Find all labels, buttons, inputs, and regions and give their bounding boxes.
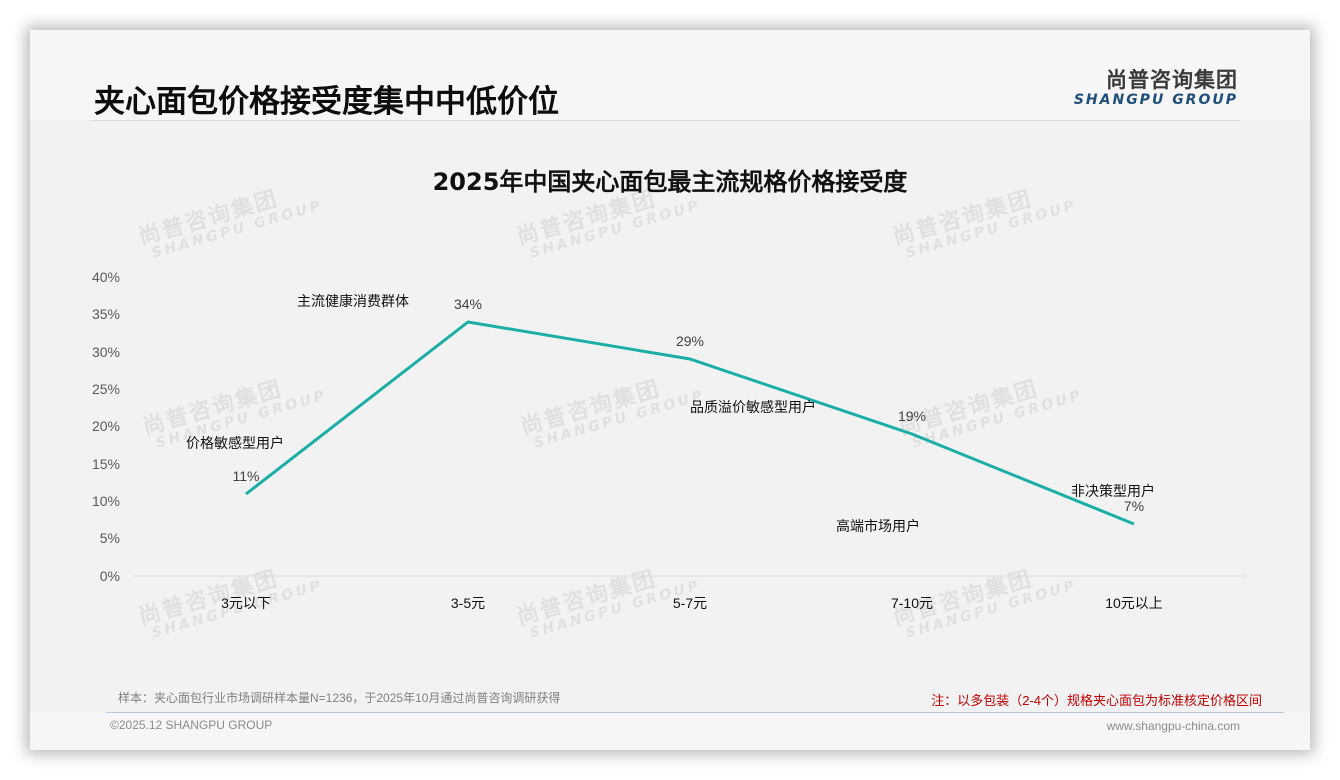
logo: 尚普咨询集团 SHANGPU GROUP [1074, 64, 1238, 108]
x-axis: 3元以下 3-5元 5-7元 7-10元 10元以上 [221, 595, 1163, 611]
x-tick: 3-5元 [451, 595, 485, 611]
data-label: 34% [454, 296, 482, 312]
data-label: 11% [233, 468, 260, 484]
logo-en: SHANGPU GROUP [1073, 92, 1238, 108]
slide: 夹心面包价格接受度集中中低价位 尚普咨询集团 SHANGPU GROUP 尚普咨… [30, 30, 1310, 750]
page-title: 夹心面包价格接受度集中中低价位 [94, 84, 559, 120]
series-line [245, 320, 1135, 526]
annotation-high-end: 高端市场用户 [836, 518, 920, 534]
y-tick: 30% [92, 344, 120, 360]
copyright: ©2025.12 SHANGPU GROUP [110, 718, 273, 732]
y-tick: 15% [92, 456, 120, 472]
data-label: 19% [898, 408, 926, 424]
data-labels: 11% 34% 29% 19% 7% [233, 296, 1145, 514]
footer-band [30, 712, 1310, 750]
annotation-price-sensitive: 价格敏感型用户 [186, 435, 284, 451]
x-tick: 7-10元 [891, 595, 933, 611]
footer-divider [106, 712, 1284, 713]
annotations: 价格敏感型用户 主流健康消费群体 品质溢价敏感型用户 高端市场用户 非决策型用户 [186, 293, 1155, 534]
y-axis: 0% 5% 10% 15% 20% 25% 30% 35% 40% [92, 269, 120, 584]
chart-title: 2025年中国夹心面包最主流规格价格接受度 [432, 168, 908, 196]
line-chart: 0% 5% 10% 15% 20% 25% 30% 35% 40% 3元以下 3… [92, 269, 1245, 611]
annotation-non-decision: 非决策型用户 [1071, 483, 1155, 499]
sample-note: 样本：夹心面包行业市场调研样本量N=1236，于2025年10月通过尚普咨询调研… [118, 691, 561, 705]
header-divider [90, 120, 1240, 121]
annotation-quality-premium: 品质溢价敏感型用户 [690, 399, 816, 415]
x-tick: 10元以上 [1105, 595, 1163, 611]
spec-note: 注：以多包装（2-4个）规格夹心面包为标准核定价格区间 [931, 693, 1262, 708]
y-tick: 40% [92, 269, 120, 285]
y-tick: 5% [100, 530, 120, 546]
y-tick: 0% [100, 568, 120, 584]
logo-cn: 尚普咨询集团 [1106, 68, 1238, 92]
y-tick: 10% [92, 493, 120, 509]
y-tick: 35% [92, 306, 120, 322]
x-tick: 5-7元 [673, 595, 707, 611]
y-tick: 20% [92, 418, 120, 434]
website-link[interactable]: www.shangpu-china.com [1106, 719, 1240, 733]
x-tick: 3元以下 [221, 595, 271, 611]
header-band [30, 30, 1310, 120]
data-label: 7% [1124, 498, 1144, 514]
y-tick: 25% [92, 381, 120, 397]
annotation-mainstream: 主流健康消费群体 [297, 293, 409, 309]
data-label: 29% [676, 333, 704, 349]
